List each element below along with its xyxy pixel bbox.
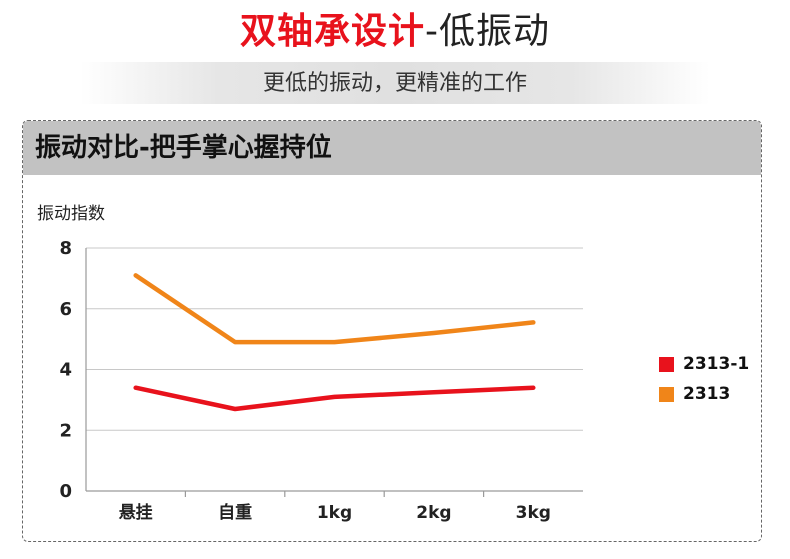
legend-swatch [659,356,674,372]
y-tick-label: 6 [59,299,72,320]
y-tick-label: 2 [59,420,72,441]
chart-legend: 2313-1 2313 [659,349,749,409]
x-tick-label: 3kg [516,503,551,523]
headline-highlight: 双轴承设计 [239,11,425,52]
legend-item: 2313-1 [659,349,749,379]
x-tick-label: 1kg [317,503,352,523]
chart-title: 振动对比-把手掌心握持位 [35,133,332,163]
subtitle-band [80,62,710,104]
legend-label: 2313-1 [683,354,750,374]
page-headline: 双轴承设计-低振动 [0,8,790,56]
page-subtitle: 更低的振动，更精准的工作 [262,71,527,96]
chart-panel-header: 振动对比-把手掌心握持位 [23,121,761,175]
legend-swatch [659,386,674,402]
series-line [133,273,536,345]
headline-suffix: -低振动 [425,11,550,52]
legend-label: 2313 [683,384,731,404]
x-tick-label: 2kg [416,503,451,523]
legend-item: 2313 [659,379,749,409]
y-tick-label: 4 [59,360,72,381]
y-axis-label: 振动指数 [37,204,105,224]
x-tick-label: 自重 [218,502,252,523]
x-tick-label: 悬挂 [119,502,153,523]
line-chart: 0 2 4 6 8 悬挂 自重 1kg 2kg 3kg [59,238,583,523]
y-tick-label: 0 [59,481,72,502]
series-line [133,385,536,412]
chart-panel: 振动对比-把手掌心握持位 振动指数 0 2 4 6 8 悬挂 自重 1kg 2kg 3kg 231… [22,120,762,542]
y-tick-label: 8 [59,238,72,259]
